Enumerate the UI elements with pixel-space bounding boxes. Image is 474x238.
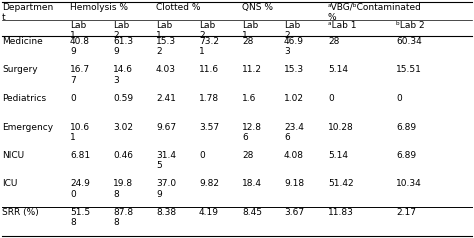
Text: 51.42: 51.42: [328, 179, 354, 188]
Text: 6.89: 6.89: [396, 123, 416, 132]
Text: 9.82: 9.82: [199, 179, 219, 188]
Text: 73.2
1: 73.2 1: [199, 37, 219, 56]
Text: 10.6
1: 10.6 1: [70, 123, 90, 142]
Text: 0: 0: [199, 151, 205, 160]
Text: 23.4
6: 23.4 6: [284, 123, 304, 142]
Text: NICU: NICU: [2, 151, 24, 160]
Text: 2.17: 2.17: [396, 208, 416, 217]
Text: Lab
2: Lab 2: [284, 21, 300, 40]
Text: 15.3: 15.3: [284, 65, 304, 74]
Text: Emergency: Emergency: [2, 123, 53, 132]
Text: 11.2: 11.2: [242, 65, 262, 74]
Text: 28: 28: [242, 37, 254, 46]
Text: ᵇLab 2: ᵇLab 2: [396, 21, 425, 30]
Text: 12.8
6: 12.8 6: [242, 123, 262, 142]
Text: 5.14: 5.14: [328, 151, 348, 160]
Text: Lab
1: Lab 1: [242, 21, 258, 40]
Text: QNS %: QNS %: [242, 3, 273, 12]
Text: ᵃVBG/ᵇContaminated
%: ᵃVBG/ᵇContaminated %: [328, 3, 422, 22]
Text: 87.8
8: 87.8 8: [113, 208, 133, 227]
Text: 31.4
5: 31.4 5: [156, 151, 176, 170]
Text: 1.78: 1.78: [199, 94, 219, 103]
Text: 0.59: 0.59: [113, 94, 133, 103]
Text: 11.6: 11.6: [199, 65, 219, 74]
Text: 11.83: 11.83: [328, 208, 354, 217]
Text: ICU: ICU: [2, 179, 18, 188]
Text: 40.8
9: 40.8 9: [70, 37, 90, 56]
Text: 3.67: 3.67: [284, 208, 304, 217]
Text: 37.0
9: 37.0 9: [156, 179, 176, 199]
Text: 2.41: 2.41: [156, 94, 176, 103]
Text: Lab
2: Lab 2: [113, 21, 129, 40]
Text: 15.51: 15.51: [396, 65, 422, 74]
Text: 0.46: 0.46: [113, 151, 133, 160]
Text: 1.6: 1.6: [242, 94, 256, 103]
Text: Pediatrics: Pediatrics: [2, 94, 46, 103]
Text: 4.19: 4.19: [199, 208, 219, 217]
Text: 3.57: 3.57: [199, 123, 219, 132]
Text: 10.28: 10.28: [328, 123, 354, 132]
Text: 46.9
3: 46.9 3: [284, 37, 304, 56]
Text: 51.5
8: 51.5 8: [70, 208, 90, 227]
Text: Lab
1: Lab 1: [70, 21, 86, 40]
Text: 18.4: 18.4: [242, 179, 262, 188]
Text: 0: 0: [328, 94, 334, 103]
Text: 61.3
9: 61.3 9: [113, 37, 133, 56]
Text: 8.45: 8.45: [242, 208, 262, 217]
Text: Medicine: Medicine: [2, 37, 43, 46]
Text: ᵃLab 1: ᵃLab 1: [328, 21, 356, 30]
Text: Departmen
t: Departmen t: [2, 3, 53, 22]
Text: 28: 28: [328, 37, 339, 46]
Text: 16.7
7: 16.7 7: [70, 65, 90, 85]
Text: 6.89: 6.89: [396, 151, 416, 160]
Text: Lab
1: Lab 1: [156, 21, 172, 40]
Text: 0: 0: [70, 94, 76, 103]
Text: 14.6
3: 14.6 3: [113, 65, 133, 85]
Text: 19.8
8: 19.8 8: [113, 179, 133, 199]
Text: 0: 0: [396, 94, 402, 103]
Text: SRR (%): SRR (%): [2, 208, 39, 217]
Text: Hemolysis %: Hemolysis %: [70, 3, 128, 12]
Text: Surgery: Surgery: [2, 65, 37, 74]
Text: 1.02: 1.02: [284, 94, 304, 103]
Text: 6.81: 6.81: [70, 151, 90, 160]
Text: 9.18: 9.18: [284, 179, 304, 188]
Text: 9.67: 9.67: [156, 123, 176, 132]
Text: 28: 28: [242, 151, 254, 160]
Text: 8.38: 8.38: [156, 208, 176, 217]
Text: 5.14: 5.14: [328, 65, 348, 74]
Text: 4.03: 4.03: [156, 65, 176, 74]
Text: Lab
2: Lab 2: [199, 21, 215, 40]
Text: 10.34: 10.34: [396, 179, 422, 188]
Text: Clotted %: Clotted %: [156, 3, 201, 12]
Text: 24.9
0: 24.9 0: [70, 179, 90, 199]
Text: 4.08: 4.08: [284, 151, 304, 160]
Text: 60.34: 60.34: [396, 37, 422, 46]
Text: 3.02: 3.02: [113, 123, 133, 132]
Text: 15.3
2: 15.3 2: [156, 37, 176, 56]
